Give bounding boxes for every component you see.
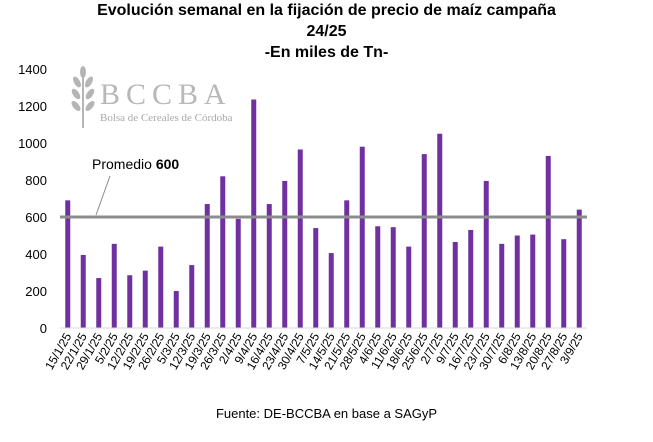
bar [468,229,474,328]
y-tick-label: 600 [25,210,47,225]
y-tick-label: 1400 [18,62,47,77]
wheat-logo-icon [71,66,95,128]
bar [220,176,226,328]
average-label-text: Promedio [92,156,152,172]
y-tick-label: 0 [40,321,47,336]
bar [127,275,133,328]
chart-title: Evolución semanal en la fijación de prec… [0,0,653,63]
average-leader-line [95,175,111,216]
bar [483,180,489,328]
y-tick-label: 200 [25,284,47,299]
bar [406,246,412,328]
y-tick-label: 1000 [18,136,47,151]
watermark-subtitle: Bolsa de Cereales de Córdoba [100,112,233,124]
bar [313,228,319,328]
bar [530,234,536,328]
bar [452,241,458,328]
bar [189,265,195,328]
chart-title-line3: -En miles de Tn- [264,44,389,61]
chart-title-line2: 24/25 [306,23,347,40]
bar [359,146,365,328]
average-value: 600 [155,156,180,172]
y-tick-label: 1200 [18,99,47,114]
bar [390,227,396,328]
bar [251,99,257,329]
source-note: Fuente: DE-BCCBA en base a SAGyP [215,406,438,421]
bar [576,209,582,328]
bar [80,254,86,328]
bar [158,246,164,328]
bar [266,204,272,328]
chart-title-line1: Evolución semanal en la fijación de prec… [97,2,556,19]
bar [421,154,427,328]
bar [328,253,334,328]
bar [344,200,350,328]
bar [514,235,520,328]
bar [96,278,102,328]
bar [437,133,443,328]
bar [545,155,551,328]
bar [142,270,148,328]
y-tick-label: 400 [25,247,47,262]
bar [65,200,71,328]
bar [297,149,303,328]
y-tick-label: 800 [25,173,47,188]
bccba-watermark: BCCBA Bolsa de Cereales de Córdoba [68,66,248,130]
watermark-name: BCCBA [100,78,232,111]
bar [173,291,179,328]
bar [375,226,381,328]
bar [561,239,567,328]
bar [111,243,117,328]
bar [235,218,241,328]
average-label: Promedio 600 [92,156,179,172]
bar [282,180,288,328]
bar [499,243,505,328]
bar [204,204,210,328]
